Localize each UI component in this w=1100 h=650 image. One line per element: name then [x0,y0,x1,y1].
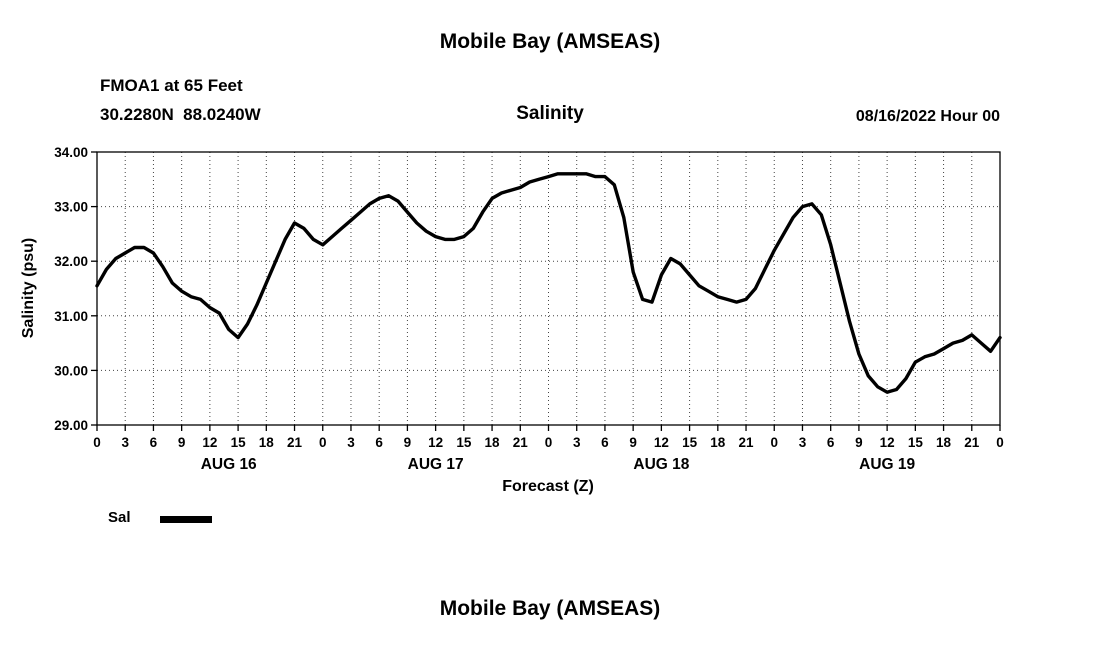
x-tick-label: 0 [93,435,101,450]
x-tick-label: 18 [485,435,501,450]
y-axis-label: Salinity (psu) [20,237,37,339]
x-tick-label: 21 [287,435,303,450]
x-tick-label: 3 [799,435,807,450]
salinity-series-line [95,172,1002,394]
legend-label: Sal [108,509,131,526]
x-tick-label: 6 [375,435,383,450]
x-tick-label: 3 [121,435,129,450]
x-tick-label: 9 [178,435,186,450]
model-run-time: 08/16/2022 Hour 00 [855,108,1000,125]
x-axis-label: Forecast (Z) [502,478,594,495]
y-tick-label: 33.00 [54,200,88,215]
y-tick-label: 29.00 [54,418,88,433]
x-tick-label: 12 [654,435,669,450]
x-tick-label: 0 [770,435,778,450]
x-tick-label: 9 [855,435,863,450]
x-tick-label: 12 [202,435,217,450]
x-tick-label: 6 [601,435,609,450]
day-label: AUG 16 [201,456,257,473]
y-tick-label: 31.00 [54,309,88,324]
page-title-repeat: Mobile Bay (AMSEAS) [439,597,661,620]
legend-line-swatch [160,516,212,523]
y-tick-label: 30.00 [54,363,88,378]
station-name-depth: FMOA1 at 65 Feet [100,76,243,95]
x-tick-label: 0 [545,435,553,450]
day-label: AUG 19 [859,456,915,473]
x-tick-label: 18 [710,435,726,450]
x-tick-label: 21 [513,435,529,450]
x-tick-label: 18 [936,435,952,450]
x-tick-label: 15 [231,435,247,450]
day-label: AUG 18 [633,456,689,473]
station-coordinates: 30.2280N 88.0240W [100,105,261,124]
day-label: AUG 17 [408,456,464,473]
x-tick-label: 21 [739,435,755,450]
page-title: Mobile Bay (AMSEAS) [439,30,661,53]
x-tick-label: 15 [682,435,698,450]
x-tick-label: 3 [573,435,581,450]
x-tick-label: 12 [428,435,443,450]
x-tick-label: 6 [150,435,158,450]
x-tick-label: 21 [964,435,980,450]
x-tick-label: 0 [319,435,327,450]
chart-title: Salinity [516,103,584,124]
x-tick-label: 9 [629,435,637,450]
x-tick-label: 18 [259,435,275,450]
x-tick-label: 9 [404,435,412,450]
y-tick-label: 34.00 [54,145,88,160]
x-tick-label: 3 [347,435,355,450]
x-tick-label: 0 [996,435,1004,450]
y-tick-label: 32.00 [54,254,88,269]
x-tick-label: 12 [880,435,895,450]
x-tick-label: 15 [456,435,472,450]
x-tick-label: 6 [827,435,835,450]
x-tick-label: 15 [908,435,924,450]
